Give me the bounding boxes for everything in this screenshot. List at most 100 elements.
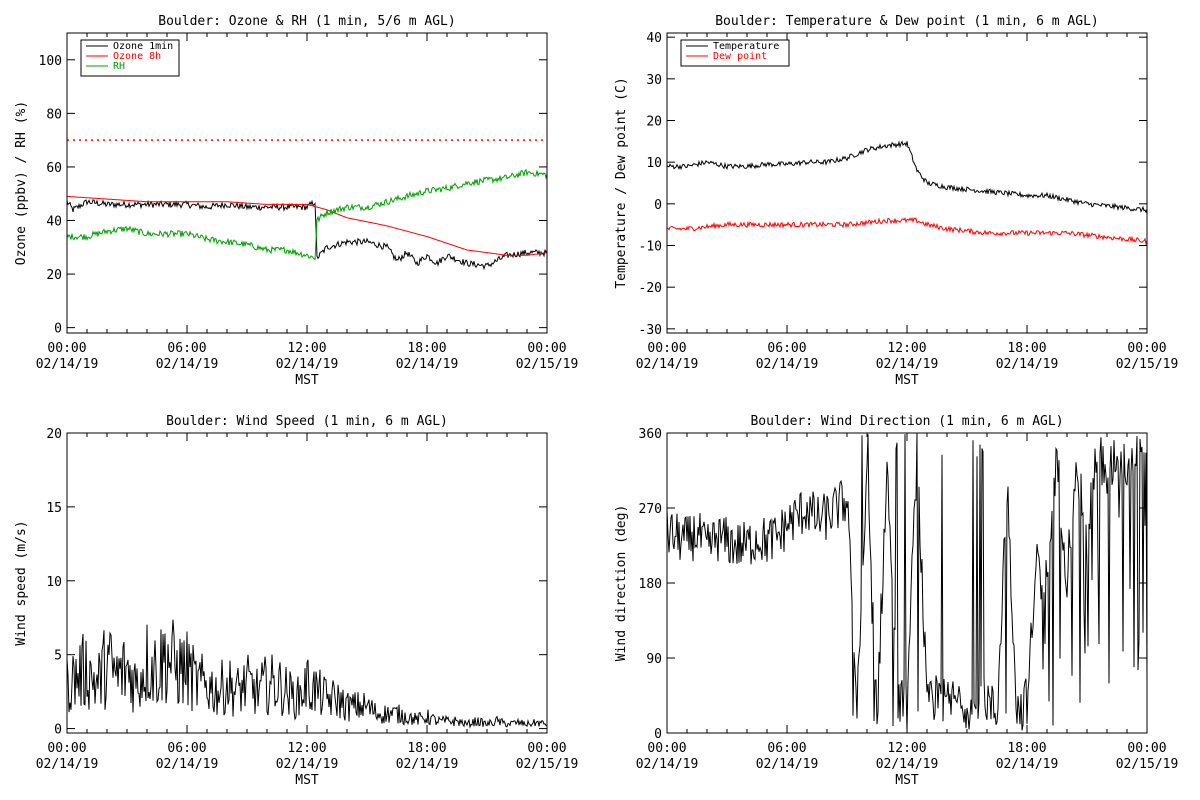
y-tick-label: 360 — [639, 427, 662, 442]
x-tick-date: 02/14/19 — [36, 357, 99, 372]
legend-label: Temperature — [713, 41, 779, 52]
x-tick-date: 02/14/19 — [756, 757, 819, 772]
chart-title: Boulder: Wind Direction (1 min, 6 m AGL) — [750, 414, 1063, 429]
x-tick-date: 02/14/19 — [636, 757, 699, 772]
series-line-1 — [667, 140, 1147, 214]
x-axis-label: MST — [895, 373, 919, 388]
x-tick-date: 02/14/19 — [756, 357, 819, 372]
legend-label: Dew point — [713, 51, 767, 62]
y-tick-label: 100 — [39, 54, 62, 69]
x-tick-time: 06:00 — [767, 341, 806, 356]
x-tick-time: 12:00 — [887, 341, 926, 356]
plot-area — [67, 139, 547, 271]
legend-label: RH — [113, 61, 125, 72]
y-tick-label: 60 — [46, 161, 62, 176]
x-tick-time: 00:00 — [647, 341, 686, 356]
y-tick-label: 90 — [646, 652, 662, 667]
y-tick-label: 10 — [646, 156, 662, 171]
y-tick-label: 0 — [54, 322, 62, 337]
x-tick-date: 02/14/19 — [876, 757, 939, 772]
x-axis-label: MST — [295, 773, 319, 788]
y-tick-label: 15 — [46, 501, 62, 516]
x-tick-date: 02/14/19 — [996, 357, 1059, 372]
x-tick-time: 06:00 — [767, 741, 806, 756]
x-tick-time: 18:00 — [407, 341, 446, 356]
x-tick-date: 02/14/19 — [156, 357, 219, 372]
x-axis-label: MST — [295, 373, 319, 388]
y-tick-label: -30 — [639, 323, 662, 338]
x-tick-date: 02/14/19 — [156, 757, 219, 772]
y-tick-label: 40 — [46, 215, 62, 230]
x-tick-date: 02/15/19 — [516, 357, 579, 372]
plot-area — [667, 433, 1147, 732]
x-tick-date: 02/14/19 — [276, 357, 339, 372]
x-tick-time: 00:00 — [47, 341, 86, 356]
x-tick-date: 02/14/19 — [36, 757, 99, 772]
legend-label: Ozone 1min — [113, 41, 173, 52]
y-tick-label: 80 — [46, 107, 62, 122]
plot-frame — [66, 32, 548, 334]
plot-frame — [666, 32, 1148, 334]
x-tick-time: 18:00 — [1007, 741, 1046, 756]
chart-panel-2: Boulder: Temperature & Dew point (1 min,… — [614, 14, 1178, 388]
y-axis-label: Temperature / Dew point (C) — [614, 77, 629, 288]
y-tick-label: 0 — [54, 723, 62, 738]
y-tick-label: 20 — [646, 115, 662, 130]
x-tick-date: 02/15/19 — [1116, 357, 1179, 372]
plot-area — [667, 140, 1147, 246]
y-axis-label: Wind speed (m/s) — [14, 520, 29, 645]
x-tick-date: 02/14/19 — [636, 357, 699, 372]
y-tick-label: 0 — [654, 198, 662, 213]
plot-frame — [666, 432, 1148, 734]
legend-label: Ozone 8h — [113, 51, 161, 62]
series-line-1 — [67, 199, 547, 271]
y-tick-label: 20 — [46, 268, 62, 283]
chart-title: Boulder: Wind Speed (1 min, 6 m AGL) — [166, 414, 448, 429]
chart-panel-4: Boulder: Wind Direction (1 min, 6 m AGL)… — [614, 414, 1178, 788]
x-tick-time: 00:00 — [1127, 741, 1166, 756]
y-tick-label: -20 — [639, 281, 662, 296]
x-tick-date: 02/14/19 — [876, 357, 939, 372]
series-line-3 — [67, 168, 547, 261]
x-tick-time: 18:00 — [407, 741, 446, 756]
series-line-2 — [667, 216, 1147, 246]
chart-panel-3: Boulder: Wind Speed (1 min, 6 m AGL) 0 5 10… — [14, 414, 578, 788]
series-line-2 — [67, 195, 547, 256]
series-line-1 — [67, 619, 547, 729]
plot-frame — [66, 432, 548, 734]
y-tick-label: 20 — [46, 427, 62, 442]
x-tick-time: 12:00 — [287, 741, 326, 756]
x-tick-date: 02/14/19 — [276, 757, 339, 772]
chart-title: Boulder: Ozone & RH (1 min, 5/6 m AGL) — [158, 14, 455, 29]
y-tick-label: 270 — [639, 502, 662, 517]
x-tick-time: 12:00 — [887, 741, 926, 756]
x-tick-date: 02/14/19 — [396, 757, 459, 772]
chart-title: Boulder: Temperature & Dew point (1 min,… — [715, 14, 1099, 29]
x-tick-time: 00:00 — [527, 341, 566, 356]
y-tick-label: 180 — [639, 577, 662, 592]
plot-area — [67, 619, 547, 729]
x-tick-time: 06:00 — [167, 341, 206, 356]
x-tick-time: 18:00 — [1007, 341, 1046, 356]
y-tick-label: 5 — [54, 649, 62, 664]
x-tick-time: 00:00 — [47, 741, 86, 756]
y-tick-label: -10 — [639, 240, 662, 255]
x-tick-date: 02/15/19 — [516, 757, 579, 772]
legend-box — [680, 39, 790, 67]
series-line-1 — [667, 433, 1147, 732]
x-tick-time: 12:00 — [287, 341, 326, 356]
x-tick-date: 02/14/19 — [396, 357, 459, 372]
y-axis-label: Ozone (ppbv) / RH (%) — [14, 101, 29, 265]
y-tick-label: 40 — [646, 31, 662, 46]
x-tick-time: 00:00 — [647, 741, 686, 756]
x-axis-label: MST — [895, 773, 919, 788]
x-tick-date: 02/15/19 — [1116, 757, 1179, 772]
chart-panel-1: Boulder: Ozone & RH (1 min, 5/6 m AGL)02… — [14, 14, 578, 388]
y-tick-label: 0 — [654, 727, 662, 742]
x-tick-time: 00:00 — [527, 741, 566, 756]
y-tick-label: 10 — [46, 575, 62, 590]
x-tick-time: 06:00 — [167, 741, 206, 756]
y-tick-label: 30 — [646, 73, 662, 88]
x-tick-time: 00:00 — [1127, 341, 1166, 356]
x-tick-date: 02/14/19 — [996, 757, 1059, 772]
